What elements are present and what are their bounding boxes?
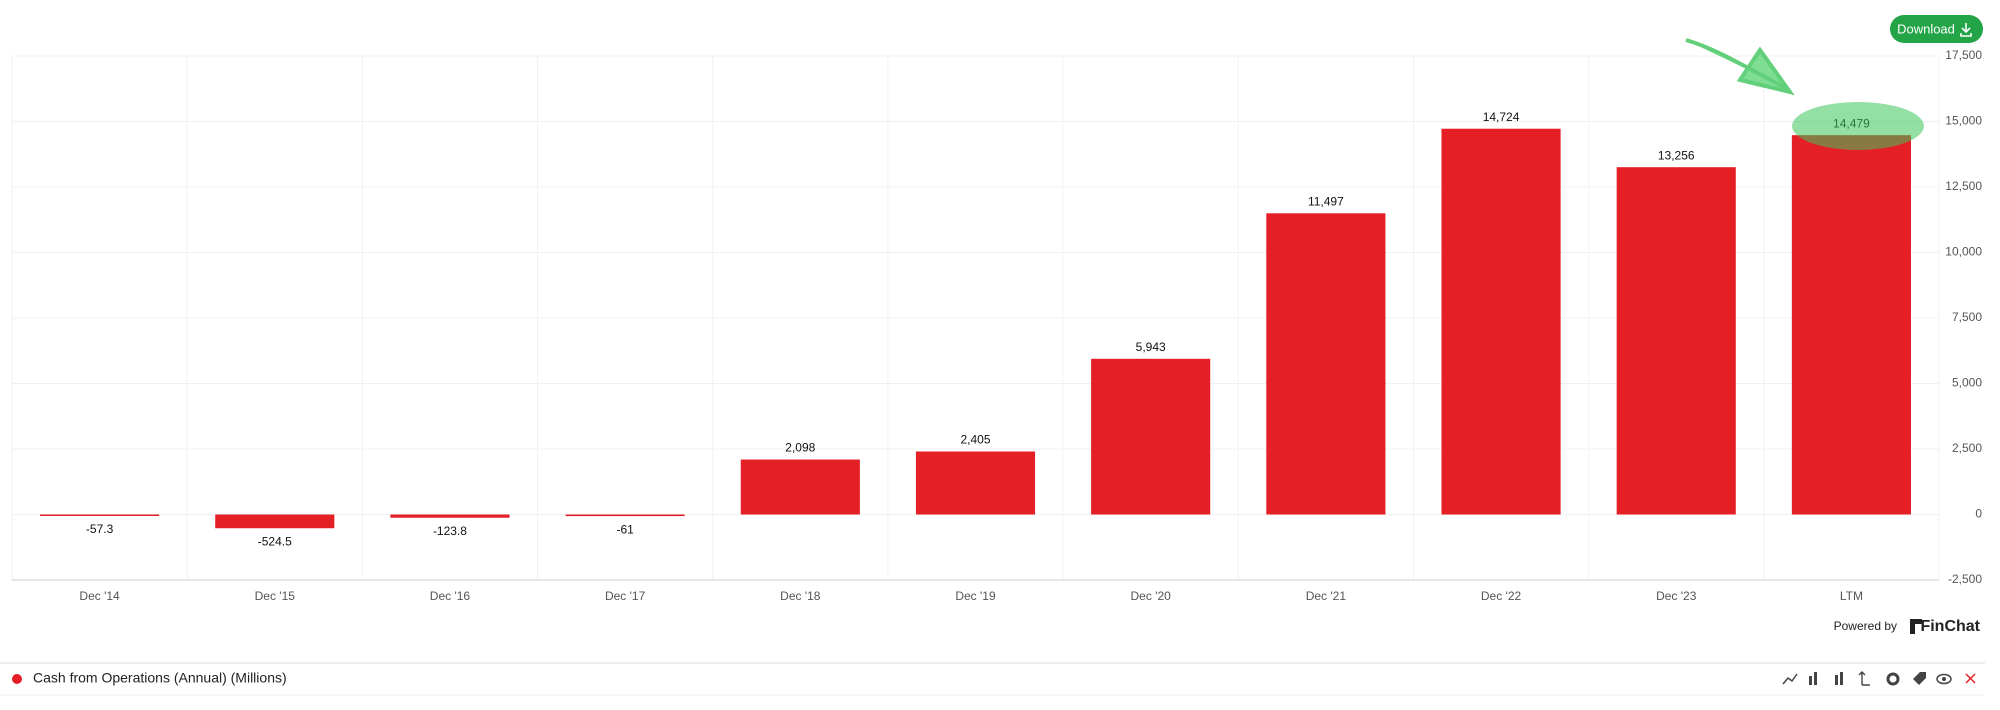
y-tick-label: 5,000: [1952, 376, 1982, 390]
x-tick-label: Dec '23: [1656, 589, 1697, 603]
bar: [565, 514, 685, 517]
value-label: 13,256: [1658, 148, 1695, 162]
y-tick-label: 12,500: [1945, 179, 1982, 193]
x-tick-label: Dec '15: [255, 589, 296, 603]
download-button[interactable]: [1890, 15, 1983, 43]
bar: [1091, 358, 1211, 515]
bar: [1616, 167, 1736, 515]
bar: [740, 459, 860, 515]
bar: [215, 514, 335, 529]
legend-label[interactable]: Cash from Operations (Annual) (Millions): [33, 670, 287, 686]
value-label: 11,497: [1308, 194, 1344, 208]
y-tick-label: 2,500: [1952, 441, 1982, 455]
x-tick-label: Dec '19: [955, 589, 996, 603]
line-icon[interactable]: [1782, 673, 1798, 685]
value-label: 5,943: [1136, 340, 1166, 354]
plot: -2,500 0 2,500 5,000 7,500 10,000 12,500 15,000…: [11, 48, 1982, 603]
value-label: -123.8: [433, 524, 467, 538]
legend-swatch: [12, 674, 22, 684]
y-tick-label: 17,500: [1945, 48, 1982, 62]
x-tick-label: Dec '17: [605, 589, 646, 603]
settings-icon[interactable]: [1886, 672, 1900, 686]
value-label: 2,098: [785, 441, 815, 455]
bar: [915, 451, 1036, 515]
x-tick-label: Dec '21: [1306, 589, 1347, 603]
value-label: -57.3: [86, 522, 114, 536]
x-tick-label: Dec '22: [1481, 589, 1522, 603]
annotation-highlight: [1792, 102, 1924, 150]
bar: [390, 514, 510, 518]
bar: [1266, 213, 1386, 515]
brand-name: FinChat: [1920, 618, 1980, 635]
download-label[interactable]: Download: [1897, 21, 1955, 36]
eye-icon[interactable]: [1936, 673, 1952, 685]
bar-icon[interactable]: [1809, 676, 1812, 685]
x-tick-label: Dec '20: [1131, 589, 1172, 603]
x-tick-label: Dec '14: [79, 589, 120, 603]
stack-icon[interactable]: [1840, 672, 1843, 685]
x-tick-label: LTM: [1840, 589, 1863, 603]
y-tick-label: 10,000: [1945, 245, 1982, 259]
x-tick-label: Dec '16: [430, 589, 471, 603]
y-tick-label: 0: [1975, 507, 1982, 521]
annotation-scribble: [1685, 38, 1795, 96]
toolbar: [1782, 671, 1952, 686]
bar: [1791, 135, 1911, 515]
stack-icon[interactable]: [1835, 675, 1838, 685]
bar: [40, 514, 160, 517]
axis-icon[interactable]: [1858, 671, 1870, 686]
close-icon[interactable]: [1965, 673, 1976, 684]
value-label: -61: [616, 522, 634, 536]
brand-logo: [1910, 619, 1915, 634]
tag-icon[interactable]: [1913, 672, 1926, 685]
y-tick-label: 15,000: [1945, 114, 1982, 128]
bar-icon[interactable]: [1814, 672, 1817, 685]
powered-by: Powered by: [1834, 619, 1897, 633]
eye-icon[interactable]: [1942, 677, 1946, 681]
value-label: 14,724: [1483, 110, 1520, 124]
brand-logo: [1910, 619, 1922, 624]
value-label: 2,405: [960, 433, 990, 447]
x-tick-label: Dec '18: [780, 589, 821, 603]
value-label: -524.5: [258, 534, 292, 548]
y-tick-label: 7,500: [1952, 310, 1982, 324]
y-tick-label: -2,500: [1948, 572, 1982, 586]
bar: [1441, 128, 1561, 515]
download-icon: [1960, 23, 1972, 37]
